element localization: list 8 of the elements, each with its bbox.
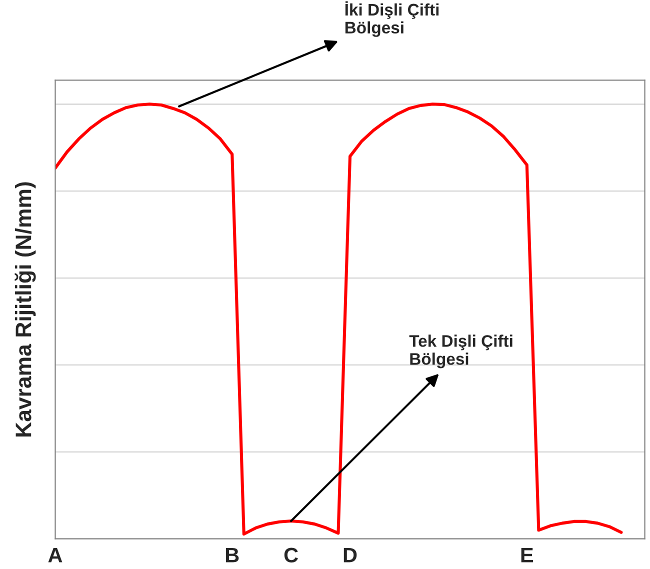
x-tick-label: C (284, 548, 298, 562)
text: İki Dişli Çifti Bölgesi (345, 1, 439, 37)
y-axis-title: Kavrama Rijitliği (N/mm) (14, 182, 36, 436)
x-tick-label: D (344, 548, 357, 562)
x-tick-label: B (226, 548, 239, 562)
annotation: Tek Dişli Çifti Bölgesi (409, 334, 512, 368)
x-tick-label: E (521, 548, 534, 562)
x-tick-label: A (48, 548, 62, 562)
